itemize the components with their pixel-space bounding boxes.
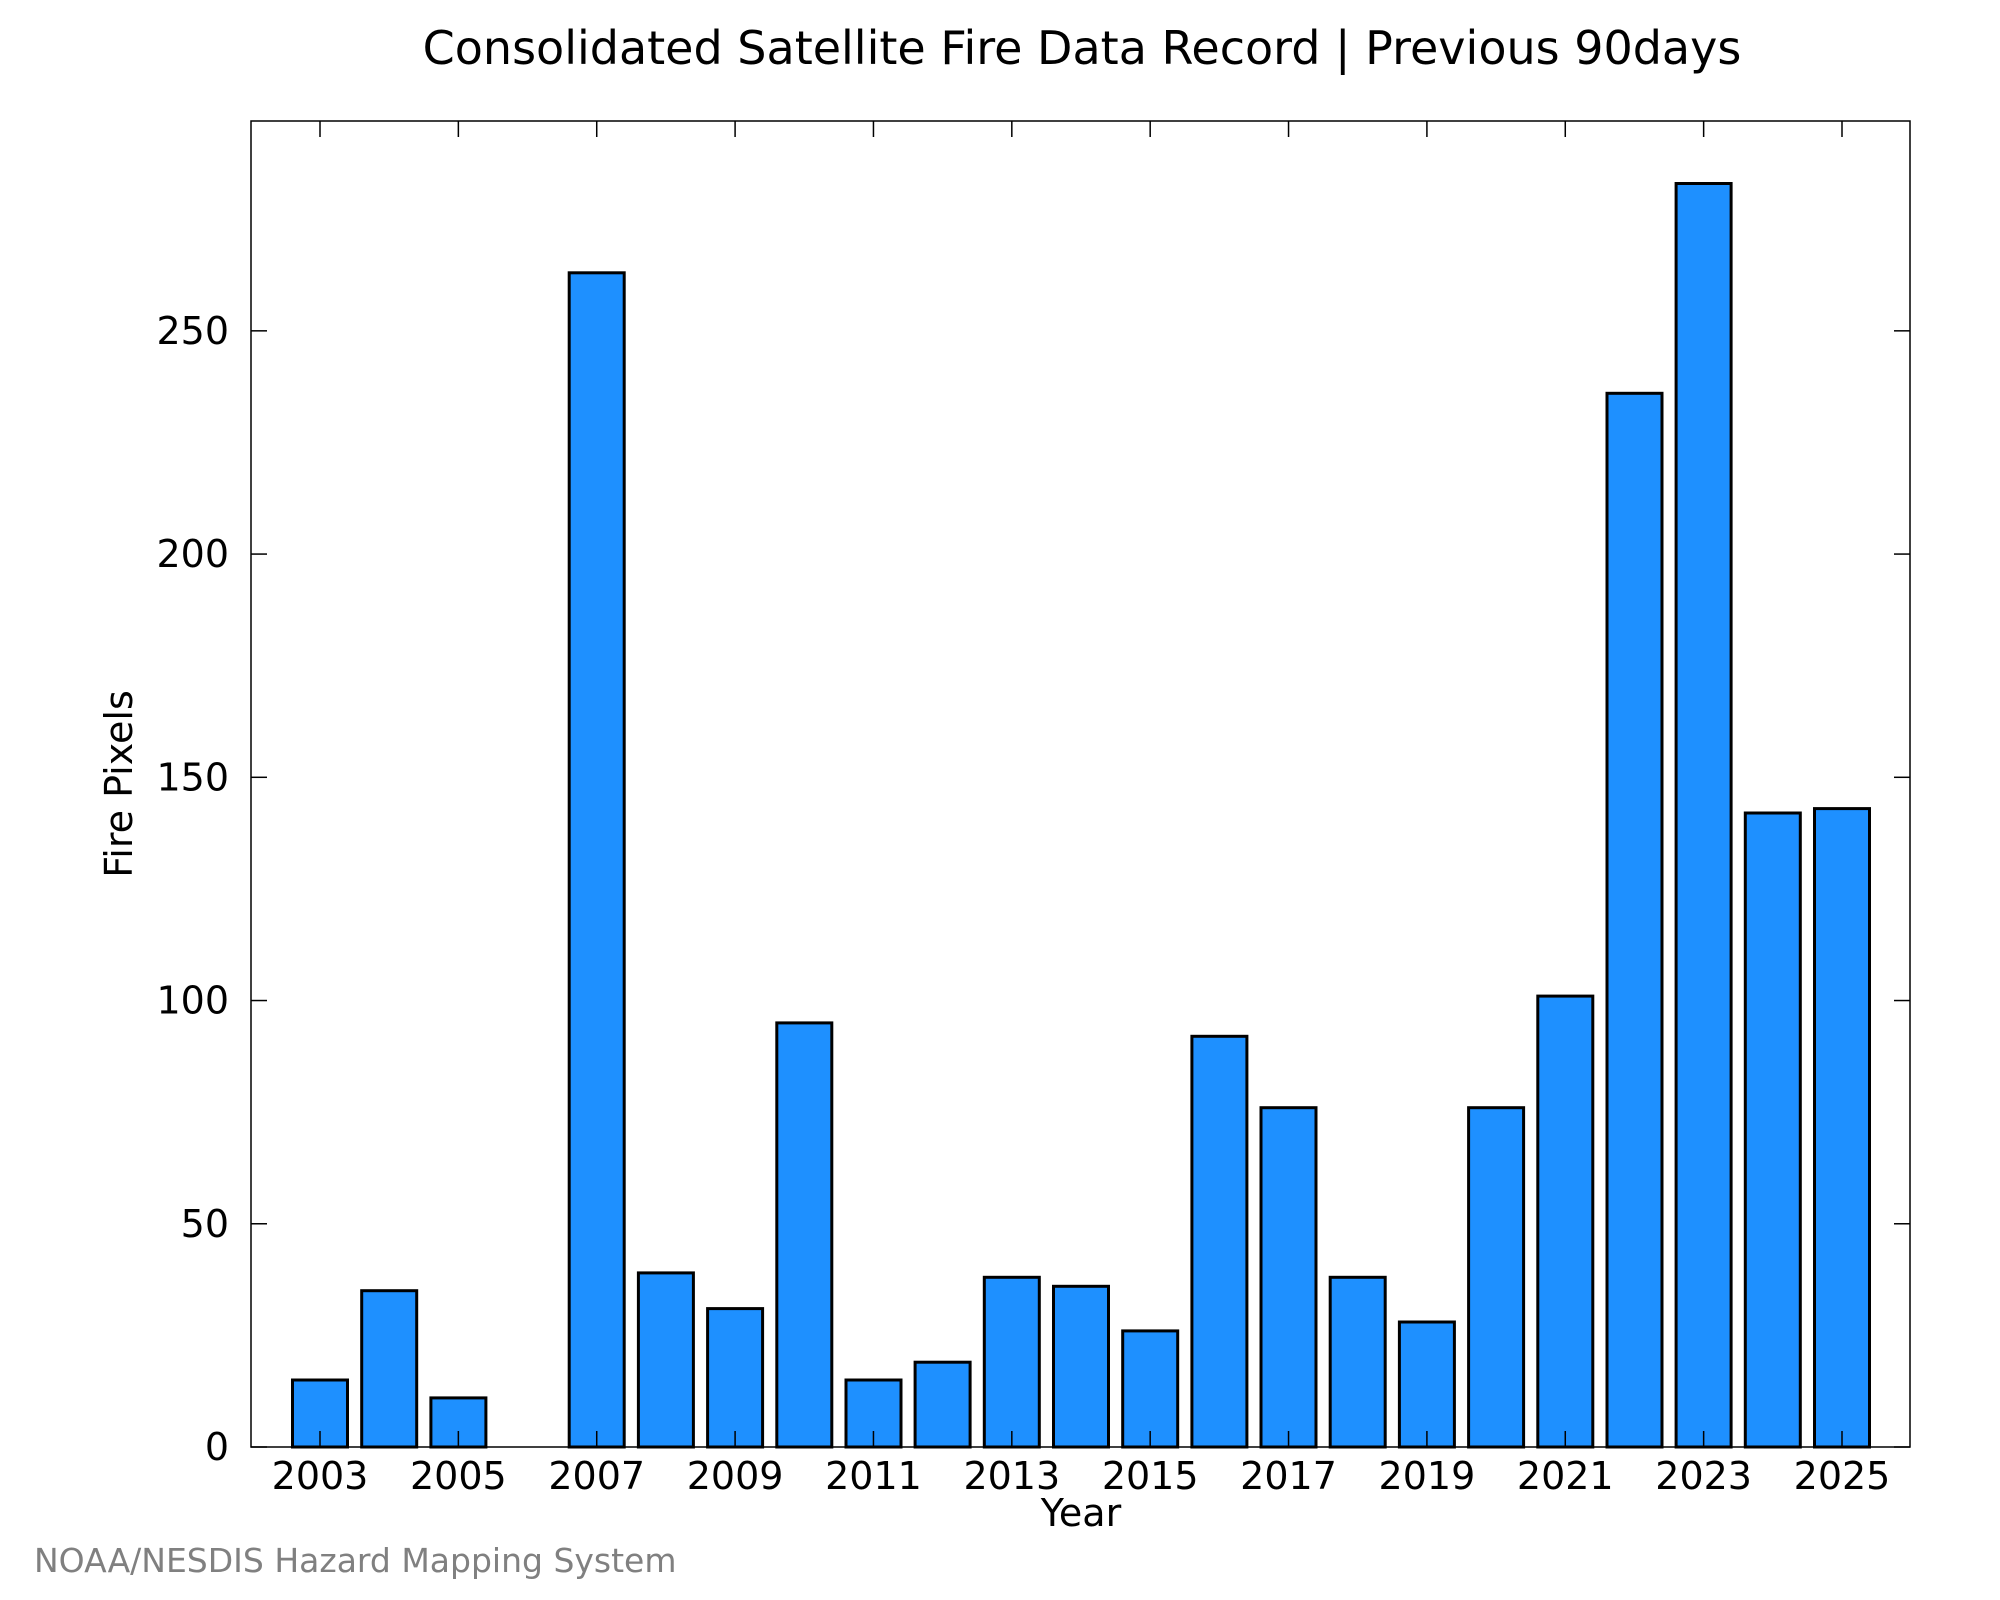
x-tick-label: 2021 [1517,1454,1614,1498]
bar-2013 [982,1275,1041,1449]
ticks-group: 0 50 100 150 200 250 2003 2005 2007 2009 2011 2013 2… [156,121,1910,1498]
x-tick-label: 2003 [272,1454,369,1498]
bar-2007 [567,271,626,1449]
x-tick-label: 2023 [1655,1454,1752,1498]
y-tick-label: 200 [156,532,229,576]
plot-frame [250,120,1911,1448]
bar-2016 [1190,1034,1249,1449]
bars-group [291,182,1871,1449]
y-axis-label: Fire Pixels [97,690,141,878]
bar-2021 [1536,994,1595,1449]
x-tick-label: 2007 [548,1454,645,1498]
source-credit: NOAA/NESDIS Hazard Mapping System [34,1541,677,1580]
y-tick-label: 250 [156,309,229,353]
x-tick-label: 2009 [687,1454,784,1498]
y-tick-label: 150 [156,755,229,799]
bar-2018 [1328,1275,1387,1449]
bar-2010 [775,1021,834,1449]
y-tick-label: 100 [156,979,229,1023]
x-tick-label: 2017 [1240,1454,1337,1498]
bar-2014 [1052,1284,1110,1449]
bar-2015 [1121,1329,1180,1449]
bar-2023 [1674,182,1733,1449]
bar-2017 [1259,1106,1318,1449]
chart-title: Consolidated Satellite Fire Data Record … [423,21,1742,76]
y-tick-label: 0 [205,1425,229,1469]
x-tick-label: 2015 [1102,1454,1199,1498]
bar-2024 [1743,811,1802,1449]
bar-2022 [1605,391,1664,1449]
bar-2019 [1397,1320,1456,1449]
bar-2004 [360,1289,419,1449]
x-tick-label: 2005 [410,1454,507,1498]
x-tick-label: 2025 [1794,1454,1891,1498]
bar-2009 [706,1307,765,1449]
x-tick-label: 2011 [825,1454,922,1498]
x-axis-label: Year [1040,1491,1122,1535]
x-tick-label: 2013 [963,1454,1060,1498]
x-tick-label: 2019 [1379,1454,1476,1498]
bar-2025 [1813,807,1871,1449]
y-tick-label: 50 [181,1202,229,1246]
bar-2008 [636,1271,695,1449]
bar-2020 [1467,1106,1526,1449]
bar-2012 [913,1360,972,1449]
